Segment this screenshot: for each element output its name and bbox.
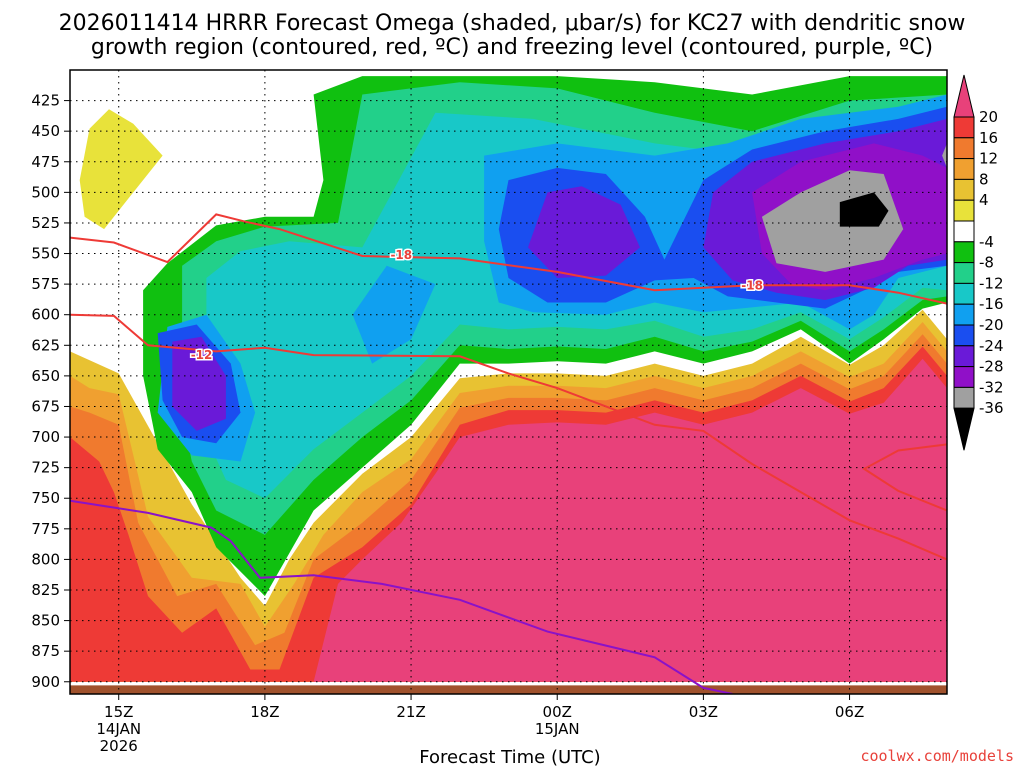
x-tick-label-00Z: 00Z [543,703,572,721]
colorbar-swatch-7 [953,241,975,264]
colorbar-swatch-12 [953,345,975,368]
colorbar-swatch-2 [953,137,975,160]
x-tick-label-03Z: 03Z [689,703,718,721]
colorbar-label--20: -20 [979,316,1004,334]
x-tick-date-15Z: 14JAN [96,720,141,738]
contour-label-1: -18 [741,278,763,292]
colorbar-label--32: -32 [979,378,1004,396]
omega-region-21 [70,685,947,694]
y-tick-label-750: 750 [31,489,60,507]
colorbar-label--28: -28 [979,358,1004,376]
y-tick-label-575: 575 [31,275,60,293]
colorbar-label--4: -4 [979,233,994,251]
gridlines [70,70,947,694]
y-tick-label-700: 700 [31,428,60,446]
y-tick-label-800: 800 [31,550,60,568]
colorbar-top-arrow [953,74,975,118]
credit-text: coolwx.com/models [860,747,1014,765]
contour-lines: -18 -18 -12 [70,213,947,694]
y-tick-label-725: 725 [31,459,60,477]
omega-region-14 [528,186,640,278]
colorbar-bottom-arrow [953,407,975,451]
y-tick-label-500: 500 [31,183,60,201]
plot-area: -18 -18 -12 [69,69,948,695]
y-tick-label-475: 475 [31,153,60,171]
y-tick-label-425: 425 [31,92,60,110]
plot-frame [69,69,948,695]
colorbar-label-16: 16 [979,129,998,147]
x-tick-year-15Z: 2026 [100,737,138,755]
colorbar-swatch-14 [953,386,975,409]
colorbar-swatch-6 [953,220,975,243]
omega-region-19 [839,192,889,227]
chart-title-line1: 2026011414 HRRR Forecast Omega (shaded, … [59,11,966,36]
colorbar-label-20: 20 [979,108,998,126]
colorbar-label--12: -12 [979,274,1004,292]
omega-region-20 [79,109,163,230]
y-tick-label-675: 675 [31,397,60,415]
colorbar-swatch-5 [953,199,975,222]
dendritic-contour-line-0 [70,213,947,305]
chart-title-line2: growth region (contoured, red, ºC) and f… [91,35,933,60]
colorbar-swatch-3 [953,158,975,180]
colorbar-label-4: 4 [979,191,989,209]
y-tick-label-775: 775 [31,520,60,538]
y-tick-label-850: 850 [31,612,60,630]
colorbar-swatch-1 [953,116,975,139]
colorbar-label--24: -24 [979,337,1004,355]
colorbar-label--16: -16 [979,295,1004,313]
omega-region-18 [942,143,947,168]
colorbar-label--36: -36 [979,399,1004,417]
colorbar-swatch-13 [953,366,975,388]
colorbar-swatch-8 [953,262,975,284]
x-tick-label-15Z: 15Z [104,703,133,721]
colorbar-label--8: -8 [979,254,994,272]
colorbar-swatch-9 [953,282,975,305]
colorbar-swatch-10 [953,303,975,326]
dendritic-contour-line-1 [70,313,947,561]
x-tick-label-06Z: 06Z [835,703,864,721]
colorbar-label-8: 8 [979,170,989,188]
y-tick-label-875: 875 [31,642,60,660]
colorbar-swatch-4 [953,178,975,201]
omega-shaded-regions [70,76,947,694]
y-tick-label-825: 825 [31,581,60,599]
x-tick-label-21Z: 21Z [396,703,425,721]
colorbar-label-12: 12 [979,150,998,168]
y-tick-label-650: 650 [31,367,60,385]
x-axis-label: Forecast Time (UTC) [419,747,600,768]
colorbar-swatch-11 [953,324,975,347]
y-tick-label-525: 525 [31,214,60,232]
x-tick-label-18Z: 18Z [250,703,279,721]
y-tick-label-600: 600 [31,306,60,324]
colorbar: 20 16 12 8 4 -4 -8 -12 -16 -20 -24 -28 -32 -36 [953,74,1004,451]
y-tick-label-450: 450 [31,122,60,140]
dendritic-contour-line-2 [862,443,947,512]
contour-label-2: -12 [191,348,213,362]
y-tick-label-900: 900 [31,673,60,691]
freezing-level-line [70,499,733,694]
omega-region-13 [172,336,226,431]
x-tick-date-00Z: 15JAN [535,720,580,738]
omega-region-4 [313,358,947,682]
contour-label-0: -18 [390,248,412,262]
y-axis: 425 450 475 500 525 550 575 600 625 650 675 700 725 7… [31,92,70,691]
y-tick-label-625: 625 [31,336,60,354]
y-tick-label-550: 550 [31,245,60,263]
